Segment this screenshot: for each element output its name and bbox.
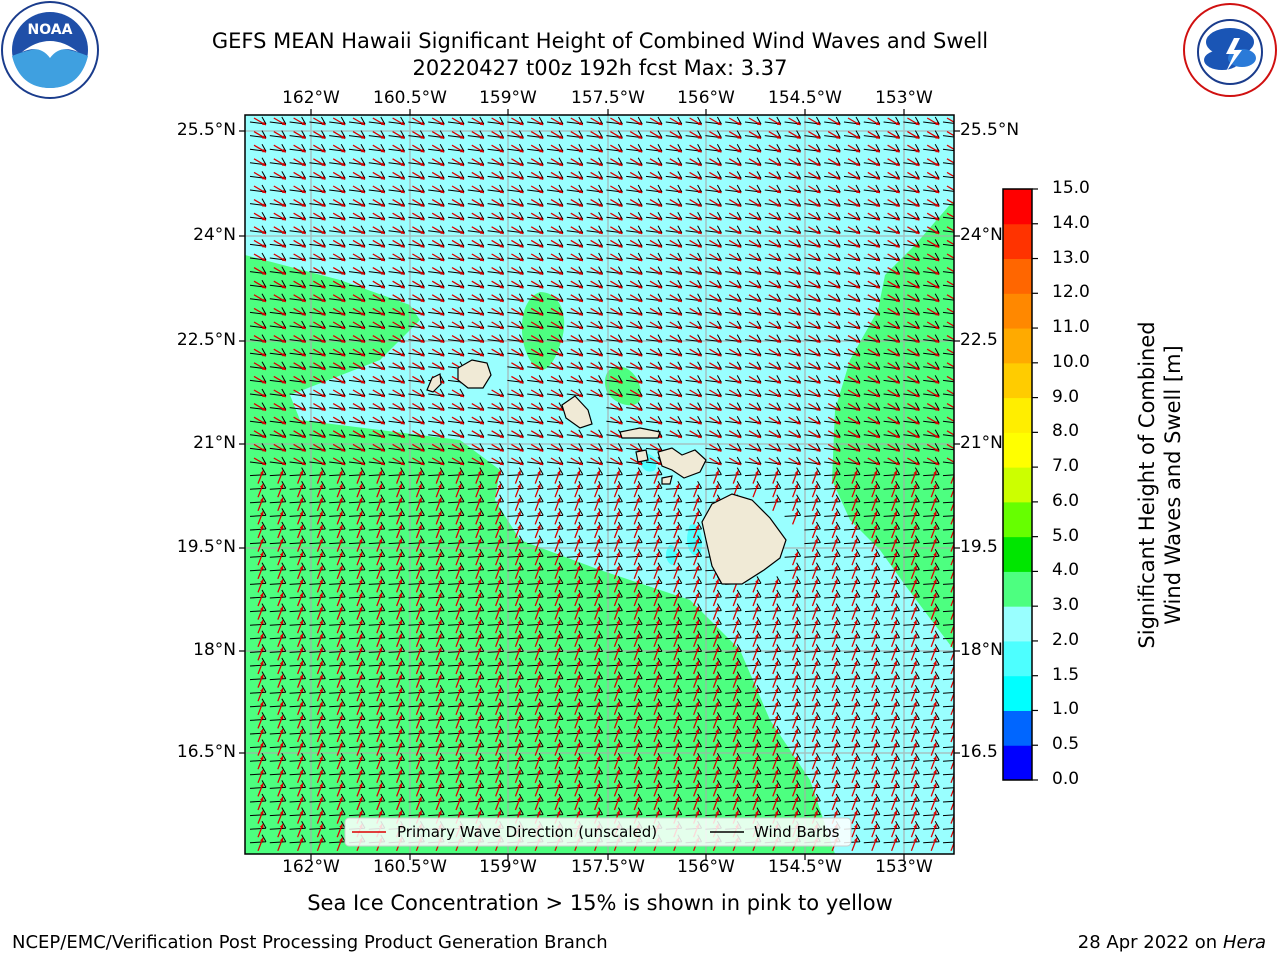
island-niihau	[426, 373, 442, 393]
lon-tick-label-bottom: 162°W	[251, 857, 371, 877]
date-text: 28 Apr 2022 on Hera	[1078, 932, 1266, 953]
colorbar-tick-label: 11.0	[1052, 317, 1090, 337]
island-hawaii	[701, 493, 787, 585]
lat-tick-label-right: 16.5	[960, 742, 998, 762]
colorbar-segment	[1003, 432, 1032, 468]
machine-name: Hera	[1223, 932, 1266, 953]
island-kauai	[457, 359, 492, 389]
lon-tick-label-bottom: 157.5°W	[548, 857, 668, 877]
credit-text: NCEP/EMC/Verification Post Processing Pr…	[12, 932, 608, 953]
lon-tick-label-top: 157.5°W	[548, 88, 668, 108]
island-lanai	[635, 449, 649, 463]
lon-tick-label-bottom: 154.5°W	[745, 857, 865, 877]
lat-tick-label-right: 24°N	[960, 225, 1003, 245]
colorbar-title-line1: Significant Height of Combined	[1134, 321, 1160, 648]
colorbar-segment	[1003, 501, 1032, 538]
colorbar-segment	[1003, 362, 1032, 399]
colorbar-tick-label: 1.5	[1052, 665, 1079, 685]
colorbar-segment	[1003, 640, 1032, 677]
lat-tick-label-left: 21°N	[140, 433, 236, 453]
colorbar-tick-label: 3.0	[1052, 595, 1079, 615]
noaa-logo: NOAA	[1, 1, 99, 99]
lon-tick-label-top: 160.5°W	[350, 88, 470, 108]
colorbar-tick-label: 8.0	[1052, 421, 1079, 441]
colorbar-tick-label: 4.0	[1052, 560, 1079, 580]
lat-tick-label-left: 22.5°N	[140, 330, 236, 350]
colorbar-segment	[1003, 571, 1032, 607]
lat-tick-label-right: 25.5°N	[960, 120, 1019, 140]
map-title: GEFS MEAN Hawaii Significant Height of C…	[0, 28, 1200, 54]
island-molokai	[619, 427, 661, 439]
colorbar-tick-label: 1.0	[1052, 699, 1079, 719]
islands	[426, 359, 787, 585]
lon-tick-label-top: 156°W	[646, 88, 766, 108]
map-legend: Primary Wave Direction (unscaled) Wind B…	[344, 817, 852, 847]
colorbar-segment	[1003, 328, 1032, 364]
colorbar-segment	[1003, 710, 1032, 746]
colorbar-segment	[1003, 467, 1032, 503]
date-value: 28 Apr 2022 on	[1078, 932, 1223, 953]
lon-tick-label-bottom: 160.5°W	[350, 857, 470, 877]
lon-tick-label-top: 154.5°W	[745, 88, 865, 108]
colorbar-segment	[1003, 293, 1032, 329]
colorbar-segment	[1003, 397, 1032, 433]
island-oahu	[561, 395, 593, 429]
colorbar-tick-label: 9.0	[1052, 387, 1079, 407]
lat-tick-label-left: 25.5°N	[140, 120, 236, 140]
lat-tick-label-left: 18°N	[140, 640, 236, 660]
map-subtitle: 20220427 t00z 192h fcst Max: 3.37	[0, 55, 1200, 81]
island-kahoolawe	[661, 475, 673, 485]
colorbar-tick-label: 14.0	[1052, 213, 1090, 233]
map-frame	[244, 114, 955, 855]
lon-tick-label-bottom: 156°W	[646, 857, 766, 877]
colorbar-segment	[1003, 189, 1032, 225]
lat-tick-label-left: 19.5°N	[140, 537, 236, 557]
colorbar-tick-label: 6.0	[1052, 491, 1079, 511]
colorbar-tick-label: 13.0	[1052, 248, 1090, 268]
colorbar-segment	[1003, 258, 1032, 294]
legend-wave-label: Primary Wave Direction (unscaled)	[397, 823, 657, 841]
lat-tick-label-right: 21°N	[960, 433, 1003, 453]
colorbar-segment	[1003, 223, 1032, 260]
lat-tick-label-right: 19.5	[960, 537, 998, 557]
lon-tick-label-bottom: 153°W	[844, 857, 964, 877]
colorbar	[1002, 188, 1038, 781]
colorbar-tick-label: 2.0	[1052, 630, 1079, 650]
colorbar-segment	[1003, 745, 1032, 781]
lat-tick-label-right: 18°N	[960, 640, 1003, 660]
wave-region-center-blob	[604, 366, 641, 406]
lon-tick-label-top: 162°W	[251, 88, 371, 108]
lon-tick-label-top: 153°W	[844, 88, 964, 108]
colorbar-segment	[1003, 675, 1032, 711]
lat-tick-label-left: 16.5°N	[140, 742, 236, 762]
colorbar-tick-label: 10.0	[1052, 352, 1090, 372]
colorbar-tick-label: 0.0	[1052, 769, 1079, 789]
map-area: Primary Wave Direction (unscaled) Wind B…	[245, 115, 954, 854]
colorbar-tick-label: 15.0	[1052, 178, 1090, 198]
noaa-logo-text: NOAA	[28, 22, 73, 38]
colorbar-segment	[1003, 606, 1032, 642]
island-maui	[657, 447, 707, 479]
sea-ice-note: Sea Ice Concentration > 15% is shown in …	[0, 891, 1240, 915]
lat-tick-label-left: 24°N	[140, 225, 236, 245]
lon-tick-label-top: 159°W	[448, 88, 568, 108]
colorbar-tick-label: 12.0	[1052, 282, 1090, 302]
lat-tick-label-right: 22.5	[960, 330, 998, 350]
colorbar-title-line2: Wind Waves and Swell [m]	[1160, 321, 1186, 648]
nws-logo	[1183, 3, 1277, 97]
colorbar-tick-label: 0.5	[1052, 734, 1079, 754]
colorbar-segment	[1003, 536, 1032, 572]
colorbar-tick-label: 5.0	[1052, 526, 1079, 546]
colorbar-tick-label: 7.0	[1052, 456, 1079, 476]
legend-barb-label: Wind Barbs	[754, 823, 840, 841]
lon-tick-label-bottom: 159°W	[448, 857, 568, 877]
